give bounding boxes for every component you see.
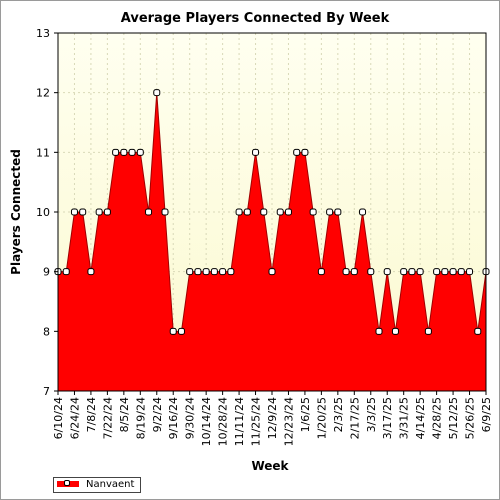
data-point bbox=[424, 327, 432, 335]
data-point bbox=[95, 208, 103, 216]
x-tick-label: 4/14/25 bbox=[414, 397, 427, 439]
data-point bbox=[136, 148, 144, 156]
data-point bbox=[87, 268, 95, 276]
x-tick-label: 9/30/24 bbox=[184, 397, 197, 439]
x-tick-label: 8/19/24 bbox=[134, 397, 147, 439]
legend-label: Nanvaent bbox=[86, 479, 135, 490]
data-point bbox=[416, 268, 424, 276]
data-point bbox=[408, 268, 416, 276]
x-tick-label: 10/28/24 bbox=[217, 397, 230, 446]
data-point bbox=[128, 148, 136, 156]
data-point bbox=[219, 268, 227, 276]
data-point bbox=[120, 148, 128, 156]
data-point bbox=[334, 208, 342, 216]
x-tick-label: 3/31/25 bbox=[398, 397, 411, 439]
data-point bbox=[317, 268, 325, 276]
y-tick-labels: 7 8 9 10 11 12 13 bbox=[36, 27, 58, 398]
data-point bbox=[260, 208, 268, 216]
data-point bbox=[301, 148, 309, 156]
data-point bbox=[474, 327, 482, 335]
data-point bbox=[284, 208, 292, 216]
x-tick-label: 4/28/25 bbox=[431, 397, 444, 439]
x-tick-label: 2/3/25 bbox=[332, 397, 345, 432]
data-point bbox=[227, 268, 235, 276]
x-axis-title: Week bbox=[251, 459, 289, 473]
data-point bbox=[375, 327, 383, 335]
y-tick-label: 11 bbox=[36, 146, 50, 159]
y-tick-label: 12 bbox=[36, 87, 50, 100]
data-point bbox=[112, 148, 120, 156]
data-point bbox=[210, 268, 218, 276]
data-point bbox=[383, 268, 391, 276]
x-tick-label: 3/17/25 bbox=[381, 397, 394, 439]
x-tick-label: 2/17/25 bbox=[348, 397, 361, 439]
data-point bbox=[252, 148, 260, 156]
data-point bbox=[359, 208, 367, 216]
data-point bbox=[342, 268, 350, 276]
data-point bbox=[309, 208, 317, 216]
data-point bbox=[103, 208, 111, 216]
data-point bbox=[194, 268, 202, 276]
x-tick-label: 10/14/24 bbox=[200, 397, 213, 446]
data-markers bbox=[54, 89, 490, 335]
x-tick-label: 6/10/24 bbox=[52, 397, 65, 439]
data-point bbox=[466, 268, 474, 276]
x-tick-label: 7/8/24 bbox=[85, 397, 98, 432]
data-point bbox=[161, 208, 169, 216]
x-tick-label: 1/6/25 bbox=[299, 397, 312, 432]
data-point bbox=[441, 268, 449, 276]
data-point bbox=[433, 268, 441, 276]
y-tick-label: 8 bbox=[43, 325, 50, 338]
x-tick-label: 11/25/24 bbox=[250, 397, 263, 446]
data-point bbox=[70, 208, 78, 216]
data-point bbox=[186, 268, 194, 276]
data-point bbox=[243, 208, 251, 216]
data-point bbox=[457, 268, 465, 276]
data-point bbox=[367, 268, 375, 276]
x-tick-label: 9/16/24 bbox=[167, 397, 180, 439]
data-point bbox=[235, 208, 243, 216]
y-axis-title: Players Connected bbox=[9, 149, 23, 275]
y-tick-label: 9 bbox=[43, 266, 50, 279]
x-tick-labels: 6/10/24 6/24/24 7/8/24 7/22/24 8/5/24 8/19/24… bbox=[52, 391, 493, 446]
data-point bbox=[276, 208, 284, 216]
x-tick-label: 6/9/25 bbox=[480, 397, 493, 432]
legend: Nanvaent bbox=[53, 477, 141, 493]
x-tick-label: 5/26/25 bbox=[464, 397, 477, 439]
data-point bbox=[400, 268, 408, 276]
data-point bbox=[391, 327, 399, 335]
x-tick-label: 9/2/24 bbox=[151, 397, 164, 432]
data-point bbox=[350, 268, 358, 276]
data-point bbox=[169, 327, 177, 335]
data-point bbox=[153, 89, 161, 97]
x-tick-label: 12/23/24 bbox=[282, 397, 295, 446]
data-point bbox=[293, 148, 301, 156]
data-point bbox=[326, 208, 334, 216]
x-tick-label: 8/5/24 bbox=[118, 397, 131, 432]
x-tick-label: 3/3/25 bbox=[365, 397, 378, 432]
y-tick-label: 7 bbox=[43, 385, 50, 398]
x-tick-label: 7/22/24 bbox=[101, 397, 114, 439]
data-point bbox=[268, 268, 276, 276]
data-point bbox=[145, 208, 153, 216]
chart-title: Average Players Connected By Week bbox=[121, 11, 390, 26]
data-point bbox=[177, 327, 185, 335]
legend-marker bbox=[64, 480, 70, 486]
x-tick-label: 5/12/25 bbox=[447, 397, 460, 439]
x-tick-label: 1/20/25 bbox=[315, 397, 328, 439]
data-point bbox=[79, 208, 87, 216]
x-tick-label: 12/9/24 bbox=[266, 397, 279, 439]
x-tick-label: 6/24/24 bbox=[68, 397, 81, 439]
x-tick-label: 11/11/24 bbox=[233, 397, 246, 446]
data-point bbox=[449, 268, 457, 276]
data-point bbox=[62, 268, 70, 276]
y-tick-label: 13 bbox=[36, 27, 50, 40]
data-point bbox=[202, 268, 210, 276]
y-tick-label: 10 bbox=[36, 206, 50, 219]
